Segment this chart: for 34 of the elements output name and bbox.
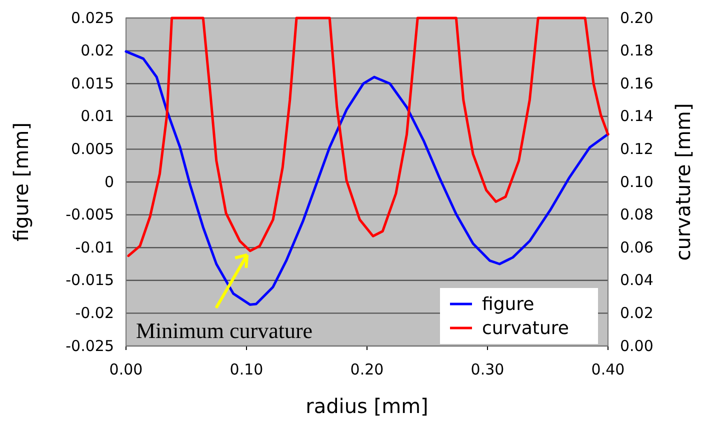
y-tick-label: 0.005 xyxy=(71,140,114,158)
y2-tick-label: 0.06 xyxy=(620,238,654,256)
y2-tick-label: 0.12 xyxy=(620,140,654,158)
y2-tick-label: 0.16 xyxy=(620,74,654,92)
y-tick-label: 0.02 xyxy=(80,42,114,60)
line-series xyxy=(127,16,610,258)
y-tick-label: 0.025 xyxy=(71,8,114,27)
y-tick-label: 0.01 xyxy=(80,107,114,126)
y2-tick-label: 0.02 xyxy=(620,304,654,322)
y2-tick-label: 0.14 xyxy=(620,107,654,126)
y-tick-label: 0 xyxy=(104,172,114,191)
x-axis-title: radius [mm] xyxy=(306,394,428,418)
y-tick-label: -0.015 xyxy=(66,271,114,290)
y2-tick-label: 0.04 xyxy=(620,271,654,290)
y-axis-title: figure [mm] xyxy=(9,122,33,242)
y-tick-label: -0.02 xyxy=(75,304,114,322)
legend-label: curvature xyxy=(482,318,569,339)
x-tick-label: 0.40 xyxy=(591,360,625,379)
y-tick-label: -0.005 xyxy=(66,206,114,224)
y-tick-label: -0.01 xyxy=(75,238,114,256)
y2-tick-label: 0.00 xyxy=(620,336,654,355)
y2-axis-title: curvature [mm] xyxy=(671,103,695,261)
x-tick-label: 0.00 xyxy=(109,360,143,379)
y-tick-label: 0.015 xyxy=(71,74,114,92)
y-tick-label: -0.025 xyxy=(66,336,114,355)
y2-tick-label: 0.20 xyxy=(620,8,654,27)
x-tick-label: 0.20 xyxy=(350,360,384,379)
x-tick-label: 0.10 xyxy=(230,360,264,379)
y2-tick-label: 0.18 xyxy=(620,42,654,60)
y2-tick-label: 0.10 xyxy=(620,172,654,191)
y2-tick-label: 0.08 xyxy=(620,206,654,224)
annotation: Minimum curvature xyxy=(136,318,313,343)
x-tick-label: 0.30 xyxy=(470,360,504,379)
legend-label: figure xyxy=(482,294,534,315)
